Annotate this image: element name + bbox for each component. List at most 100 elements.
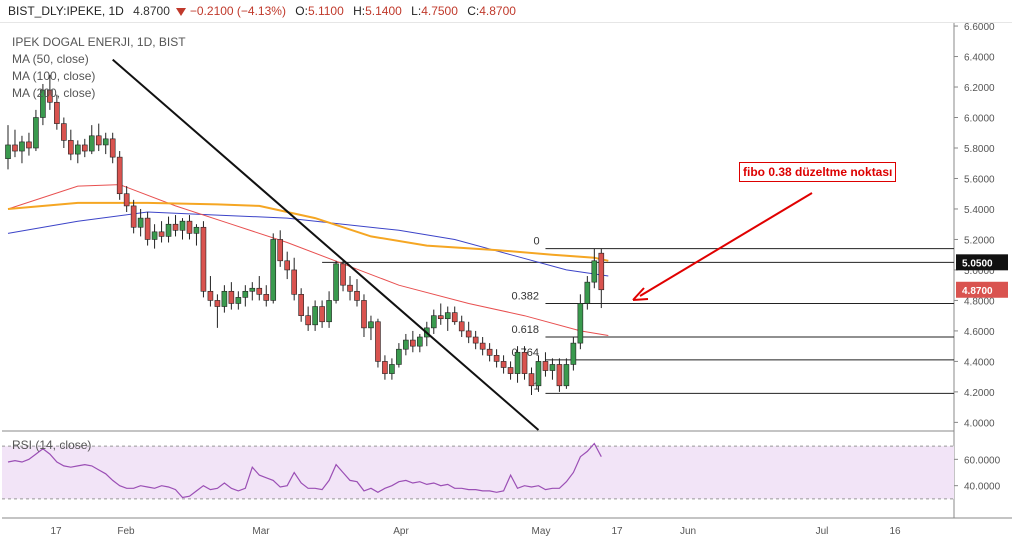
candle-body xyxy=(165,223,172,237)
y-tick-label: 4.4000 xyxy=(964,357,995,368)
candle-body xyxy=(598,252,605,291)
candle-body xyxy=(61,123,67,141)
candle-body xyxy=(430,315,437,329)
candle-body xyxy=(109,138,116,158)
candles xyxy=(5,74,605,395)
arrow-shaft xyxy=(639,192,813,297)
candle-body xyxy=(549,364,556,371)
chart-title: IPEK DOGAL ENERJI, 1D, BIST xyxy=(12,35,186,49)
close-value: 4.8700 xyxy=(479,4,516,18)
change-value: −0.2100 (−4.13%) xyxy=(189,4,286,18)
candle-body xyxy=(116,156,123,195)
fibo-annotation: fibo 0.38 düzeltme noktası xyxy=(739,162,897,182)
candle-body xyxy=(375,321,381,362)
candle-body xyxy=(417,336,423,347)
candle-body xyxy=(507,367,514,374)
ma-red-line xyxy=(7,184,609,336)
y-tick-label: 4.0000 xyxy=(964,418,995,429)
x-tick-label: Apr xyxy=(393,526,409,537)
arrow-head xyxy=(632,287,649,301)
candle-body xyxy=(235,297,242,304)
x-tick-label: 16 xyxy=(889,526,901,537)
y-tick-label: 4.8000 xyxy=(964,296,995,307)
candle-body xyxy=(403,339,409,350)
y-tick-label: 6.6000 xyxy=(964,22,995,33)
candle-body xyxy=(340,263,346,286)
candle-body xyxy=(556,364,563,387)
x-tick-label: 17 xyxy=(50,526,62,537)
candle-body xyxy=(444,312,451,320)
y-tick-label: 6.4000 xyxy=(964,53,995,64)
candle-body xyxy=(186,220,193,234)
candle-body xyxy=(151,231,158,240)
x-tick-label: Feb xyxy=(117,526,135,537)
candle-body xyxy=(102,138,109,146)
time-axis: 17 Feb Mar Apr May 17 Jun Jul 16 xyxy=(50,526,901,537)
candle-body xyxy=(354,290,360,301)
fib-level-label: 0.382 xyxy=(511,290,539,302)
candle-body xyxy=(249,287,256,292)
y-tick-label: 5.0000 xyxy=(964,266,995,277)
candle-body xyxy=(333,263,339,301)
y-tick-label: 4.2000 xyxy=(964,388,995,399)
candle-body xyxy=(486,348,493,356)
y-tick-label: 6.0000 xyxy=(964,114,995,125)
lower-price-tag-text: 4.8700 xyxy=(962,286,993,297)
y-tick-label: 6.2000 xyxy=(964,83,995,94)
symbol-label: BIST_DLY:IPEKE, 1D xyxy=(8,4,124,18)
candle-body xyxy=(535,361,542,387)
candle-body xyxy=(19,141,25,152)
price-axis: 6.6000 6.4000 6.2000 6.0000 5.8000 5.6000 5.40… xyxy=(954,22,1008,429)
candle-body xyxy=(542,361,549,371)
candle-body xyxy=(465,330,472,338)
candle-body xyxy=(368,321,374,329)
header-bar: BIST_DLY:IPEKE, 1D 4.8700 −0.2100 (−4.13%… xyxy=(0,0,1012,23)
candle-body xyxy=(221,290,228,307)
ma200-legend: MA (200, close) xyxy=(12,86,96,100)
rsi-panel: 60.0000 40.0000 xyxy=(2,442,1001,500)
candle-body xyxy=(319,306,325,323)
low-label: L: xyxy=(411,4,422,18)
candle-body xyxy=(33,117,39,149)
x-tick-label: Jul xyxy=(816,526,829,537)
ma-blue-line xyxy=(7,211,609,277)
candle-body xyxy=(263,294,270,301)
down-arrow-icon xyxy=(175,7,186,16)
x-tick-label: May xyxy=(532,526,551,537)
fib-level-label: 1 xyxy=(533,380,539,392)
candle-body xyxy=(200,226,207,292)
annotation-arrow xyxy=(632,192,813,301)
candle-body xyxy=(591,260,598,283)
candle-body xyxy=(472,336,479,344)
candle-body xyxy=(242,290,249,298)
candle-body xyxy=(284,260,291,271)
x-tick-label: 17 xyxy=(611,526,623,537)
y-tick-label: 5.6000 xyxy=(964,174,995,185)
candle-body xyxy=(172,223,179,231)
candle-body xyxy=(347,284,353,292)
candle-body xyxy=(493,355,500,362)
candle-body xyxy=(361,300,367,329)
ma50-legend: MA (50, close) xyxy=(12,52,89,66)
candle-body xyxy=(410,339,416,347)
candle-body xyxy=(144,217,151,240)
candle-body xyxy=(451,312,458,323)
ma-orange-line xyxy=(7,201,609,262)
candle-body xyxy=(479,342,486,350)
candle-body xyxy=(528,373,535,387)
fib-level-label: 0 xyxy=(533,236,539,248)
candle-body xyxy=(396,348,402,365)
candle-body xyxy=(458,321,465,332)
candle-body xyxy=(563,364,570,387)
candle-body xyxy=(68,140,74,155)
candle-body xyxy=(214,300,221,307)
y-tick-label: 5.4000 xyxy=(964,205,995,216)
candle-body xyxy=(437,315,444,320)
y-tick-label: 5.2000 xyxy=(964,235,995,246)
candle-body xyxy=(137,217,144,228)
downtrend-line xyxy=(112,58,540,431)
candle-body xyxy=(75,144,81,155)
candle-body xyxy=(158,231,165,237)
